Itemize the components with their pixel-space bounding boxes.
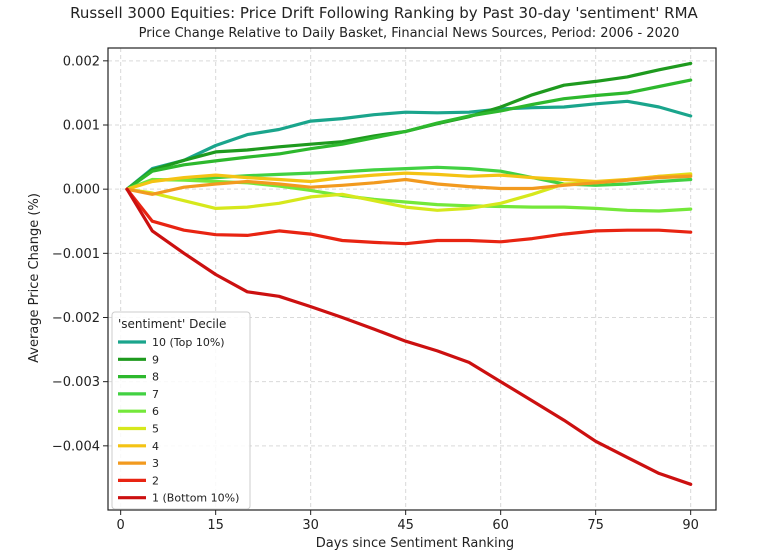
x-tick-label: 15 (207, 518, 224, 533)
x-tick-label: 30 (302, 518, 319, 533)
series-line-4 (125, 177, 693, 213)
series-line-7 (125, 174, 693, 196)
legend-label: 6 (152, 405, 159, 418)
y-tick-label: 0.001 (63, 119, 100, 134)
x-axis-ticks: 0 15 30 45 60 75 90 (117, 510, 699, 533)
y-axis-label: Average Price Change (%) (27, 193, 42, 363)
y-tick-label: 0.002 (63, 54, 100, 69)
legend-label: 7 (152, 388, 159, 401)
x-tick-label: 45 (397, 518, 414, 533)
y-tick-label: −0.001 (52, 247, 100, 262)
legend-box (111, 311, 251, 510)
legend-label: 3 (152, 457, 159, 470)
x-tick-label: 75 (587, 518, 604, 533)
legend-label: 10 (Top 10%) (152, 336, 225, 349)
chart-title: Russell 3000 Equities: Price Drift Follo… (70, 4, 698, 22)
x-tick-label: 60 (492, 518, 509, 533)
series-line-2 (125, 78, 693, 191)
legend-items: 10 (Top 10%) 9 8 7 6 5 4 3 2 1 (Bottom 10%) (118, 336, 239, 505)
legend-title: 'sentiment' Decile (118, 317, 226, 331)
legend-label: 4 (152, 440, 159, 453)
series-line-3 (125, 165, 693, 191)
series-layer (125, 61, 693, 486)
legend-label: 5 (152, 423, 159, 436)
x-tick-label: 90 (682, 518, 699, 533)
legend-label: 1 (Bottom 10%) (152, 492, 239, 505)
y-tick-label: −0.003 (52, 375, 100, 390)
y-axis-ticks: −0.004 −0.003 −0.002 −0.001 0.000 0.001 0.002 (52, 54, 108, 454)
y-tick-label: 0.000 (63, 183, 100, 198)
x-tick-label: 0 (117, 518, 125, 533)
legend: 'sentiment' Decile 10 (Top 10%)987654321… (111, 311, 251, 510)
series-line-0 (125, 99, 693, 191)
y-tick-label: −0.002 (52, 311, 100, 326)
x-axis-label: Days since Sentiment Ranking (316, 536, 514, 550)
series-line-8 (125, 187, 693, 246)
legend-label: 2 (152, 474, 159, 487)
legend-label: 8 (152, 371, 159, 384)
plot-frame (107, 47, 717, 511)
series-line-1 (125, 61, 693, 191)
legend-label: 9 (152, 353, 159, 366)
series-line-9 (125, 187, 693, 486)
y-tick-label: −0.004 (52, 439, 100, 454)
chart-subtitle: Price Change Relative to Daily Basket, F… (138, 26, 680, 41)
